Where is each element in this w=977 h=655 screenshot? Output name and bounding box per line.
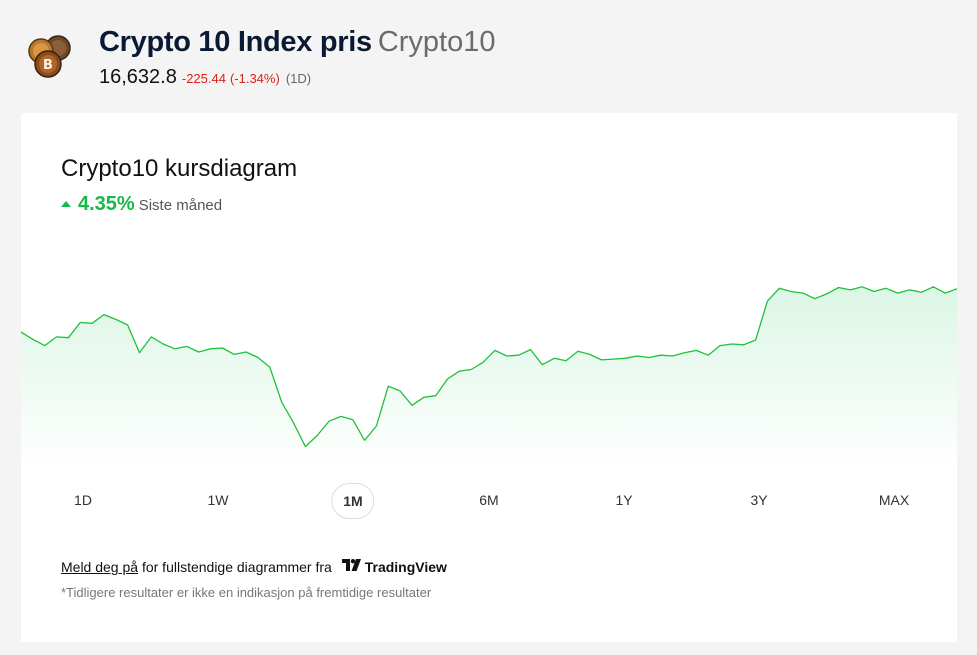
chart-title: Crypto10 kursdiagram [61,155,298,182]
asset-ticker: Crypto10 [377,26,496,58]
change-period: (1D) [285,71,312,86]
provider-name: TradingView [364,559,447,575]
performance-value: 4.35% [78,193,135,215]
price-row: 16,632.8 -225.44 (-1.34%) (1D) [99,66,311,89]
arrow-up-icon [61,200,71,207]
range-button-1w[interactable]: 1W [207,492,229,508]
current-price: 16,632.8 [99,66,177,88]
range-button-max[interactable]: MAX [878,492,910,508]
svg-text:B: B [43,58,53,73]
range-button-1d[interactable]: 1D [74,492,92,508]
performance-label: Siste måned [138,197,223,214]
range-button-1y[interactable]: 1Y [615,492,633,508]
disclaimer: *Tidligere resultater er ikke en indikas… [61,585,432,600]
price-change-percent: (-1.34%) [229,71,280,86]
signup-text: for fullstendige diagrammer fra [141,559,332,575]
signup-line: Meld deg på for fullstendige diagrammer … [61,559,447,576]
price-chart[interactable] [21,263,957,468]
crypto-coins-logo: B [26,34,74,82]
chart-area-fill [21,286,957,468]
range-button-6m[interactable]: 6M [479,492,499,508]
page-title: Crypto 10 Index pris Crypto10 [99,26,495,59]
performance-summary: 4.35% Siste måned [61,193,222,216]
price-change: -225.44 [181,71,226,86]
range-button-3y[interactable]: 3Y [750,492,768,508]
chart-card: Crypto10 kursdiagram 4.35% Siste måned 1D… [21,113,957,642]
signup-link[interactable]: Meld deg på [61,559,139,575]
asset-name: Crypto 10 Index pris [99,26,372,58]
asset-header: B Crypto 10 Index pris Crypto10 16,632.8-… [0,0,977,112]
range-selector: 1D 1W 1M 6M 1Y 3Y MAX [21,483,957,519]
range-button-1m[interactable]: 1M [331,483,375,519]
tradingview-logo-icon[interactable] [341,558,362,574]
series-line [21,286,957,448]
